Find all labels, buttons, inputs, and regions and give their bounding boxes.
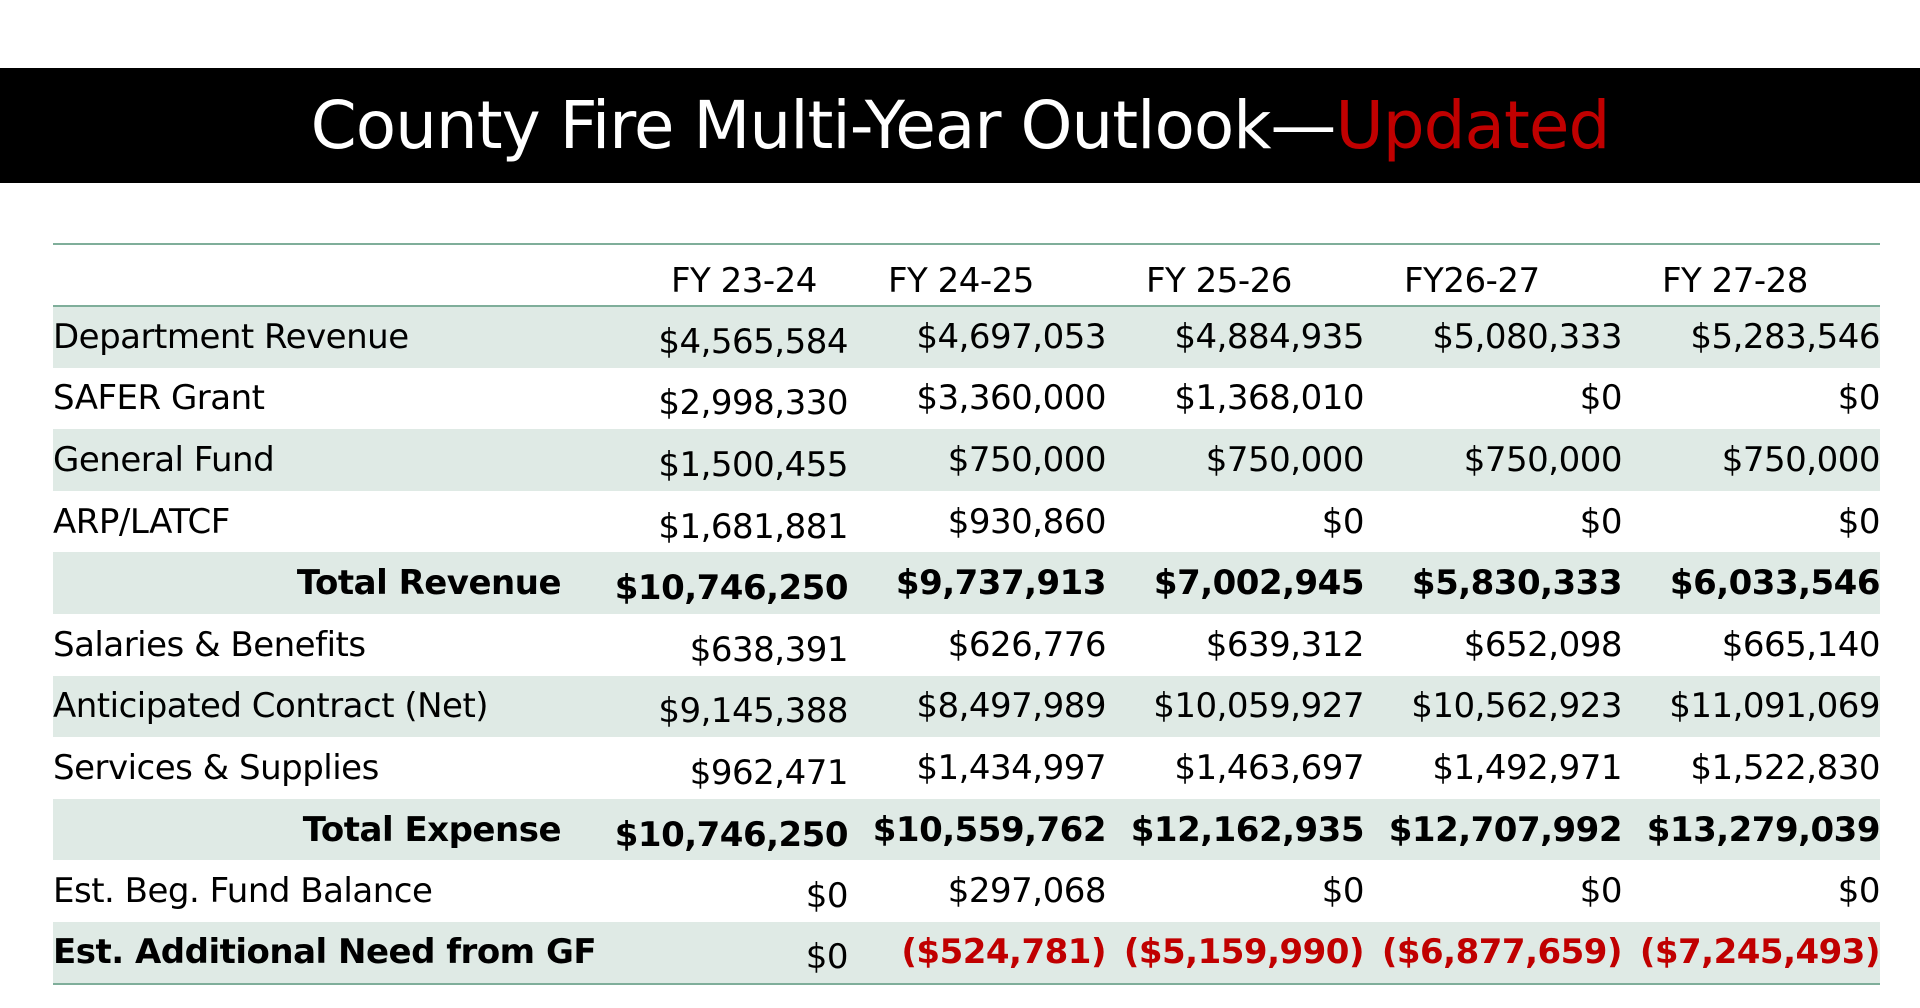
cell-value: $750,000 bbox=[947, 439, 1107, 480]
title-main: County Fire Multi-Year Outlook— bbox=[310, 86, 1337, 164]
header-fy-23-24: FY 23-24 bbox=[671, 261, 817, 301]
header-fy-26-27: FY26-27 bbox=[1404, 261, 1540, 301]
cell-value: $626,776 bbox=[947, 624, 1107, 665]
row-label: SAFER Grant bbox=[53, 378, 265, 419]
row-label: Est. Additional Need from GF bbox=[53, 932, 597, 973]
row-label: Total Expense bbox=[302, 809, 562, 850]
cell-value-negative: ($7,245,493) bbox=[1639, 932, 1881, 973]
cell-value: $0 bbox=[1579, 378, 1623, 419]
cell-value: $8,497,989 bbox=[916, 686, 1106, 727]
cell-value: $12,707,992 bbox=[1388, 809, 1623, 850]
row-safer-grant: SAFER Grant $2,998,330 $3,360,000 $1,368… bbox=[53, 368, 1881, 430]
row-total-revenue: Total Revenue $10,746,250 $9,737,913 $7,… bbox=[53, 552, 1881, 614]
row-est-additional-need: Est. Additional Need from GF $0 ($524,78… bbox=[53, 921, 1881, 984]
header-fy-24-25: FY 24-25 bbox=[888, 261, 1034, 301]
cell-value: $1,368,010 bbox=[1174, 378, 1364, 419]
cell-value: $1,681,881 bbox=[658, 506, 848, 547]
cell-value: $4,697,053 bbox=[916, 317, 1106, 358]
row-label: Est. Beg. Fund Balance bbox=[53, 871, 433, 912]
header-fy-27-28: FY 27-28 bbox=[1662, 261, 1808, 301]
cell-value: $12,162,935 bbox=[1130, 809, 1365, 850]
cell-value: $2,998,330 bbox=[658, 383, 848, 424]
row-label: General Fund bbox=[53, 439, 275, 480]
cell-value: $639,312 bbox=[1205, 624, 1365, 665]
cell-value: $0 bbox=[1321, 871, 1365, 912]
row-arp-latcf: ARP/LATCF $1,681,881 $930,860 $0 $0 $0 bbox=[53, 491, 1881, 553]
cell-value: $750,000 bbox=[1721, 439, 1881, 480]
cell-value: $1,463,697 bbox=[1174, 747, 1364, 788]
cell-value: $665,140 bbox=[1721, 624, 1881, 665]
slide-title: County Fire Multi-Year Outlook—Updated bbox=[311, 92, 1611, 159]
cell-value: $0 bbox=[1837, 871, 1881, 912]
cell-value: $10,746,250 bbox=[614, 814, 849, 855]
row-label: Total Revenue bbox=[296, 563, 562, 604]
cell-value: $0 bbox=[1837, 501, 1881, 542]
row-anticipated-contract: Anticipated Contract (Net) $9,145,388 $8… bbox=[53, 675, 1881, 738]
cell-value: $10,059,927 bbox=[1153, 686, 1364, 727]
cell-value: $0 bbox=[1837, 378, 1881, 419]
row-label: Anticipated Contract (Net) bbox=[53, 686, 489, 727]
cell-value: $1,492,971 bbox=[1432, 747, 1622, 788]
cell-value: $5,080,333 bbox=[1432, 317, 1622, 358]
cell-value: $10,559,762 bbox=[872, 809, 1107, 850]
cell-value: $9,737,913 bbox=[895, 563, 1107, 604]
cell-value: $0 bbox=[805, 876, 849, 917]
cell-value: $750,000 bbox=[1463, 439, 1623, 480]
outlook-table-container: FY 23-24 FY 24-25 FY 25-26 FY26-27 FY 27… bbox=[53, 243, 1881, 985]
title-bar: County Fire Multi-Year Outlook—Updated bbox=[0, 68, 1920, 183]
cell-value: $0 bbox=[1579, 501, 1623, 542]
row-label: Services & Supplies bbox=[53, 747, 379, 788]
cell-value: $7,002,945 bbox=[1153, 563, 1365, 604]
cell-value: $13,279,039 bbox=[1646, 809, 1881, 850]
cell-value: $10,562,923 bbox=[1411, 686, 1622, 727]
cell-value: $930,860 bbox=[947, 501, 1107, 542]
row-salaries-benefits: Salaries & Benefits $638,391 $626,776 $6… bbox=[53, 614, 1881, 676]
cell-value-negative: ($5,159,990) bbox=[1123, 932, 1365, 973]
row-services-supplies: Services & Supplies $962,471 $1,434,997 … bbox=[53, 737, 1881, 799]
cell-value: $11,091,069 bbox=[1669, 686, 1880, 727]
row-label: Salaries & Benefits bbox=[53, 624, 366, 665]
row-total-expense: Total Expense $10,746,250 $10,559,762 $1… bbox=[53, 798, 1881, 861]
row-department-revenue: Department Revenue $4,565,584 $4,697,053… bbox=[53, 306, 1881, 368]
header-label-blank bbox=[53, 244, 583, 306]
cell-value-negative: ($524,781) bbox=[901, 932, 1106, 973]
cell-value: $10,746,250 bbox=[614, 568, 849, 609]
cell-value: $1,434,997 bbox=[916, 747, 1106, 788]
row-label: ARP/LATCF bbox=[53, 501, 230, 542]
cell-value: $0 bbox=[805, 937, 849, 978]
cell-value: $962,471 bbox=[689, 752, 849, 793]
row-label: Department Revenue bbox=[53, 317, 409, 358]
cell-value: $638,391 bbox=[689, 629, 849, 670]
cell-value: $0 bbox=[1321, 501, 1365, 542]
outlook-table: FY 23-24 FY 24-25 FY 25-26 FY26-27 FY 27… bbox=[53, 243, 1881, 985]
cell-value-negative: ($6,877,659) bbox=[1381, 932, 1623, 973]
cell-value: $652,098 bbox=[1463, 624, 1623, 665]
cell-value: $3,360,000 bbox=[916, 378, 1106, 419]
cell-value: $1,500,455 bbox=[658, 444, 848, 485]
cell-value: $4,565,584 bbox=[658, 322, 848, 363]
cell-value: $5,283,546 bbox=[1690, 317, 1880, 358]
cell-value: $5,830,333 bbox=[1411, 563, 1623, 604]
cell-value: $4,884,935 bbox=[1174, 317, 1364, 358]
cell-value: $9,145,388 bbox=[658, 691, 848, 732]
row-est-beg-fund-balance: Est. Beg. Fund Balance $0 $297,068 $0 $0… bbox=[53, 860, 1881, 922]
cell-value: $6,033,546 bbox=[1669, 563, 1881, 604]
header-fy-25-26: FY 25-26 bbox=[1146, 261, 1292, 301]
cell-value: $750,000 bbox=[1205, 439, 1365, 480]
cell-value: $0 bbox=[1579, 871, 1623, 912]
table-header-row: FY 23-24 FY 24-25 FY 25-26 FY26-27 FY 27… bbox=[53, 244, 1880, 306]
row-general-fund: General Fund $1,500,455 $750,000 $750,00… bbox=[53, 429, 1881, 491]
cell-value: $1,522,830 bbox=[1690, 747, 1880, 788]
cell-value: $297,068 bbox=[947, 871, 1107, 912]
title-accent: Updated bbox=[1335, 86, 1610, 164]
